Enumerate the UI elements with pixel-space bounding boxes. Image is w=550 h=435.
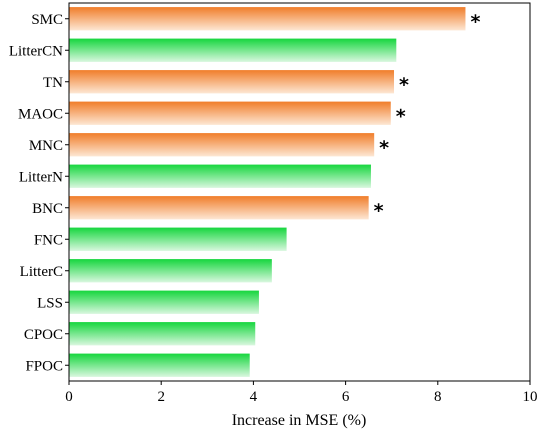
bar-littern: [69, 164, 371, 188]
significance-marker-bnc: *: [374, 200, 384, 222]
bar-tn: [69, 70, 395, 94]
category-label-smc: SMC: [31, 12, 63, 28]
x-tick-label-10: 10: [523, 389, 538, 405]
x-tick-label-2: 2: [157, 389, 165, 405]
bar-litterc: [69, 259, 272, 283]
category-label-fpoc: FPOC: [25, 358, 63, 374]
bar-maoc: [69, 101, 391, 125]
category-label-fnc: FNC: [34, 232, 63, 248]
category-label-cpoc: CPOC: [24, 327, 63, 343]
significance-marker-maoc: *: [396, 105, 406, 127]
category-label-littern: LitterN: [19, 169, 63, 185]
category-label-lss: LSS: [37, 295, 63, 311]
axes-layer: SMC * LitterCN TN * MAOC * MNC * LitterN BNC * FNC Li…: [9, 2, 538, 405]
category-label-bnc: BNC: [32, 201, 63, 217]
x-tick-label-4: 4: [250, 389, 258, 405]
category-label-tn: TN: [43, 75, 63, 91]
bar-fpoc: [69, 353, 250, 377]
bar-cpoc: [69, 322, 256, 346]
bar-smc: [69, 7, 466, 31]
bar-mnc: [69, 133, 375, 157]
category-label-mnc: MNC: [29, 138, 63, 154]
bar-bnc: [69, 196, 369, 220]
plot-frame: [68, 2, 531, 382]
category-label-maoc: MAOC: [18, 106, 63, 122]
bar-littercn: [69, 38, 397, 62]
significance-marker-tn: *: [399, 74, 409, 96]
x-tick-label-6: 6: [342, 389, 350, 405]
category-label-littercn: LitterCN: [9, 43, 63, 59]
x-tick-label-0: 0: [65, 389, 73, 405]
significance-marker-mnc: *: [379, 137, 389, 159]
category-label-litterc: LitterC: [20, 264, 63, 280]
x-tick-label-8: 8: [434, 389, 442, 405]
x-axis-title: Increase in MSE (%): [232, 412, 367, 429]
significance-marker-smc: *: [470, 11, 480, 33]
bar-lss: [69, 290, 259, 314]
bars-layer: [69, 7, 466, 377]
bar-fnc: [69, 227, 287, 251]
